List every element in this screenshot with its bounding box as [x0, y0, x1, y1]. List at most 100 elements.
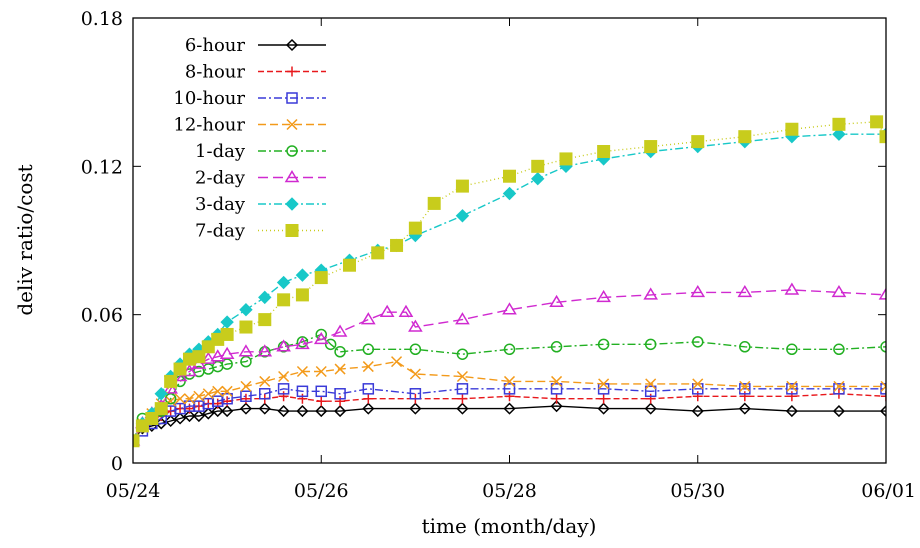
data-point	[363, 393, 374, 404]
data-point	[598, 378, 610, 390]
data-point	[192, 409, 205, 423]
data-point	[193, 390, 205, 402]
data-point	[221, 405, 234, 418]
data-point	[297, 393, 308, 404]
data-point	[409, 388, 422, 400]
data-point	[690, 284, 706, 298]
legend-label: 6-hour	[185, 35, 246, 56]
data-point	[259, 375, 271, 387]
data-point	[238, 344, 254, 357]
legend-item: 3-day	[195, 194, 326, 215]
data-point	[334, 363, 346, 375]
data-point	[551, 375, 563, 387]
data-point	[202, 407, 215, 420]
data-point	[550, 341, 563, 353]
data-point	[644, 140, 658, 154]
data-point	[173, 362, 187, 376]
data-point	[456, 402, 469, 415]
data-point	[692, 378, 704, 390]
data-point	[276, 339, 291, 352]
data-point	[427, 196, 441, 210]
x-axis-ticks: 05/24 05/26 05/28 05/30 06/01	[106, 18, 916, 502]
data-point	[738, 130, 752, 144]
data-point	[342, 258, 356, 272]
data-point	[314, 271, 328, 285]
data-point	[644, 385, 657, 398]
data-point	[832, 405, 845, 418]
legend-label: 7-day	[195, 221, 246, 242]
y-tick-label: 0.12	[81, 156, 123, 178]
data-point	[503, 402, 516, 415]
legend-label: 3-day	[195, 194, 246, 215]
data-point	[408, 221, 422, 235]
data-point	[597, 402, 610, 415]
data-point	[456, 370, 468, 383]
y-axis-label: deliv ratio/cost	[13, 164, 37, 315]
x-axis-label: time (month/day)	[422, 514, 597, 538]
data-point	[277, 405, 290, 418]
data-point	[154, 387, 168, 401]
data-point	[455, 179, 469, 193]
legend-item: 6-hour	[185, 35, 326, 56]
data-point	[833, 383, 845, 395]
data-point	[643, 287, 659, 300]
data-point	[739, 383, 751, 395]
data-point	[210, 349, 226, 362]
data-point	[219, 346, 235, 359]
data-point	[832, 127, 846, 141]
data-point	[277, 293, 291, 307]
data-point	[457, 393, 468, 404]
legend-item: 12-hour	[173, 115, 326, 136]
series-8-hour	[133, 388, 886, 446]
legend-label: 2-day	[195, 168, 246, 189]
data-point	[692, 391, 703, 402]
data-point	[456, 348, 469, 360]
data-point	[833, 343, 845, 356]
data-point	[240, 393, 251, 404]
data-point	[870, 115, 884, 129]
data-point	[831, 284, 847, 298]
data-point	[285, 224, 299, 237]
data-point	[313, 331, 329, 345]
data-point	[316, 396, 327, 407]
series-line	[133, 360, 886, 442]
series-line	[133, 333, 886, 442]
data-point	[785, 122, 799, 136]
data-point	[597, 145, 611, 158]
data-point	[296, 385, 309, 398]
data-point	[239, 303, 253, 317]
data-point	[212, 398, 223, 409]
data-point	[391, 356, 403, 368]
data-point	[531, 171, 545, 186]
data-point	[503, 169, 516, 183]
data-point	[644, 338, 657, 351]
data-point	[784, 282, 800, 295]
data-point	[598, 393, 609, 404]
series-line	[133, 289, 886, 442]
data-point	[183, 393, 196, 405]
data-point	[296, 405, 309, 418]
data-point	[409, 368, 421, 380]
plot-frame	[132, 17, 887, 464]
data-point	[502, 186, 517, 201]
data-point	[276, 275, 291, 290]
data-point	[332, 324, 348, 337]
data-point	[362, 343, 375, 356]
data-point	[390, 238, 404, 252]
data-point	[691, 405, 704, 418]
data-point	[645, 393, 656, 404]
data-point	[455, 312, 470, 325]
data-point	[879, 405, 886, 418]
data-point	[879, 130, 886, 144]
legend-item: 2-day	[195, 168, 326, 189]
legend-item: 10-hour	[173, 88, 326, 109]
data-point	[278, 370, 290, 383]
data-point	[285, 38, 299, 52]
series-line	[133, 405, 886, 442]
data-point	[531, 159, 545, 173]
data-point	[502, 302, 517, 315]
data-point	[295, 336, 310, 350]
data-point	[691, 135, 705, 149]
data-point	[164, 374, 178, 388]
data-point	[881, 391, 886, 402]
